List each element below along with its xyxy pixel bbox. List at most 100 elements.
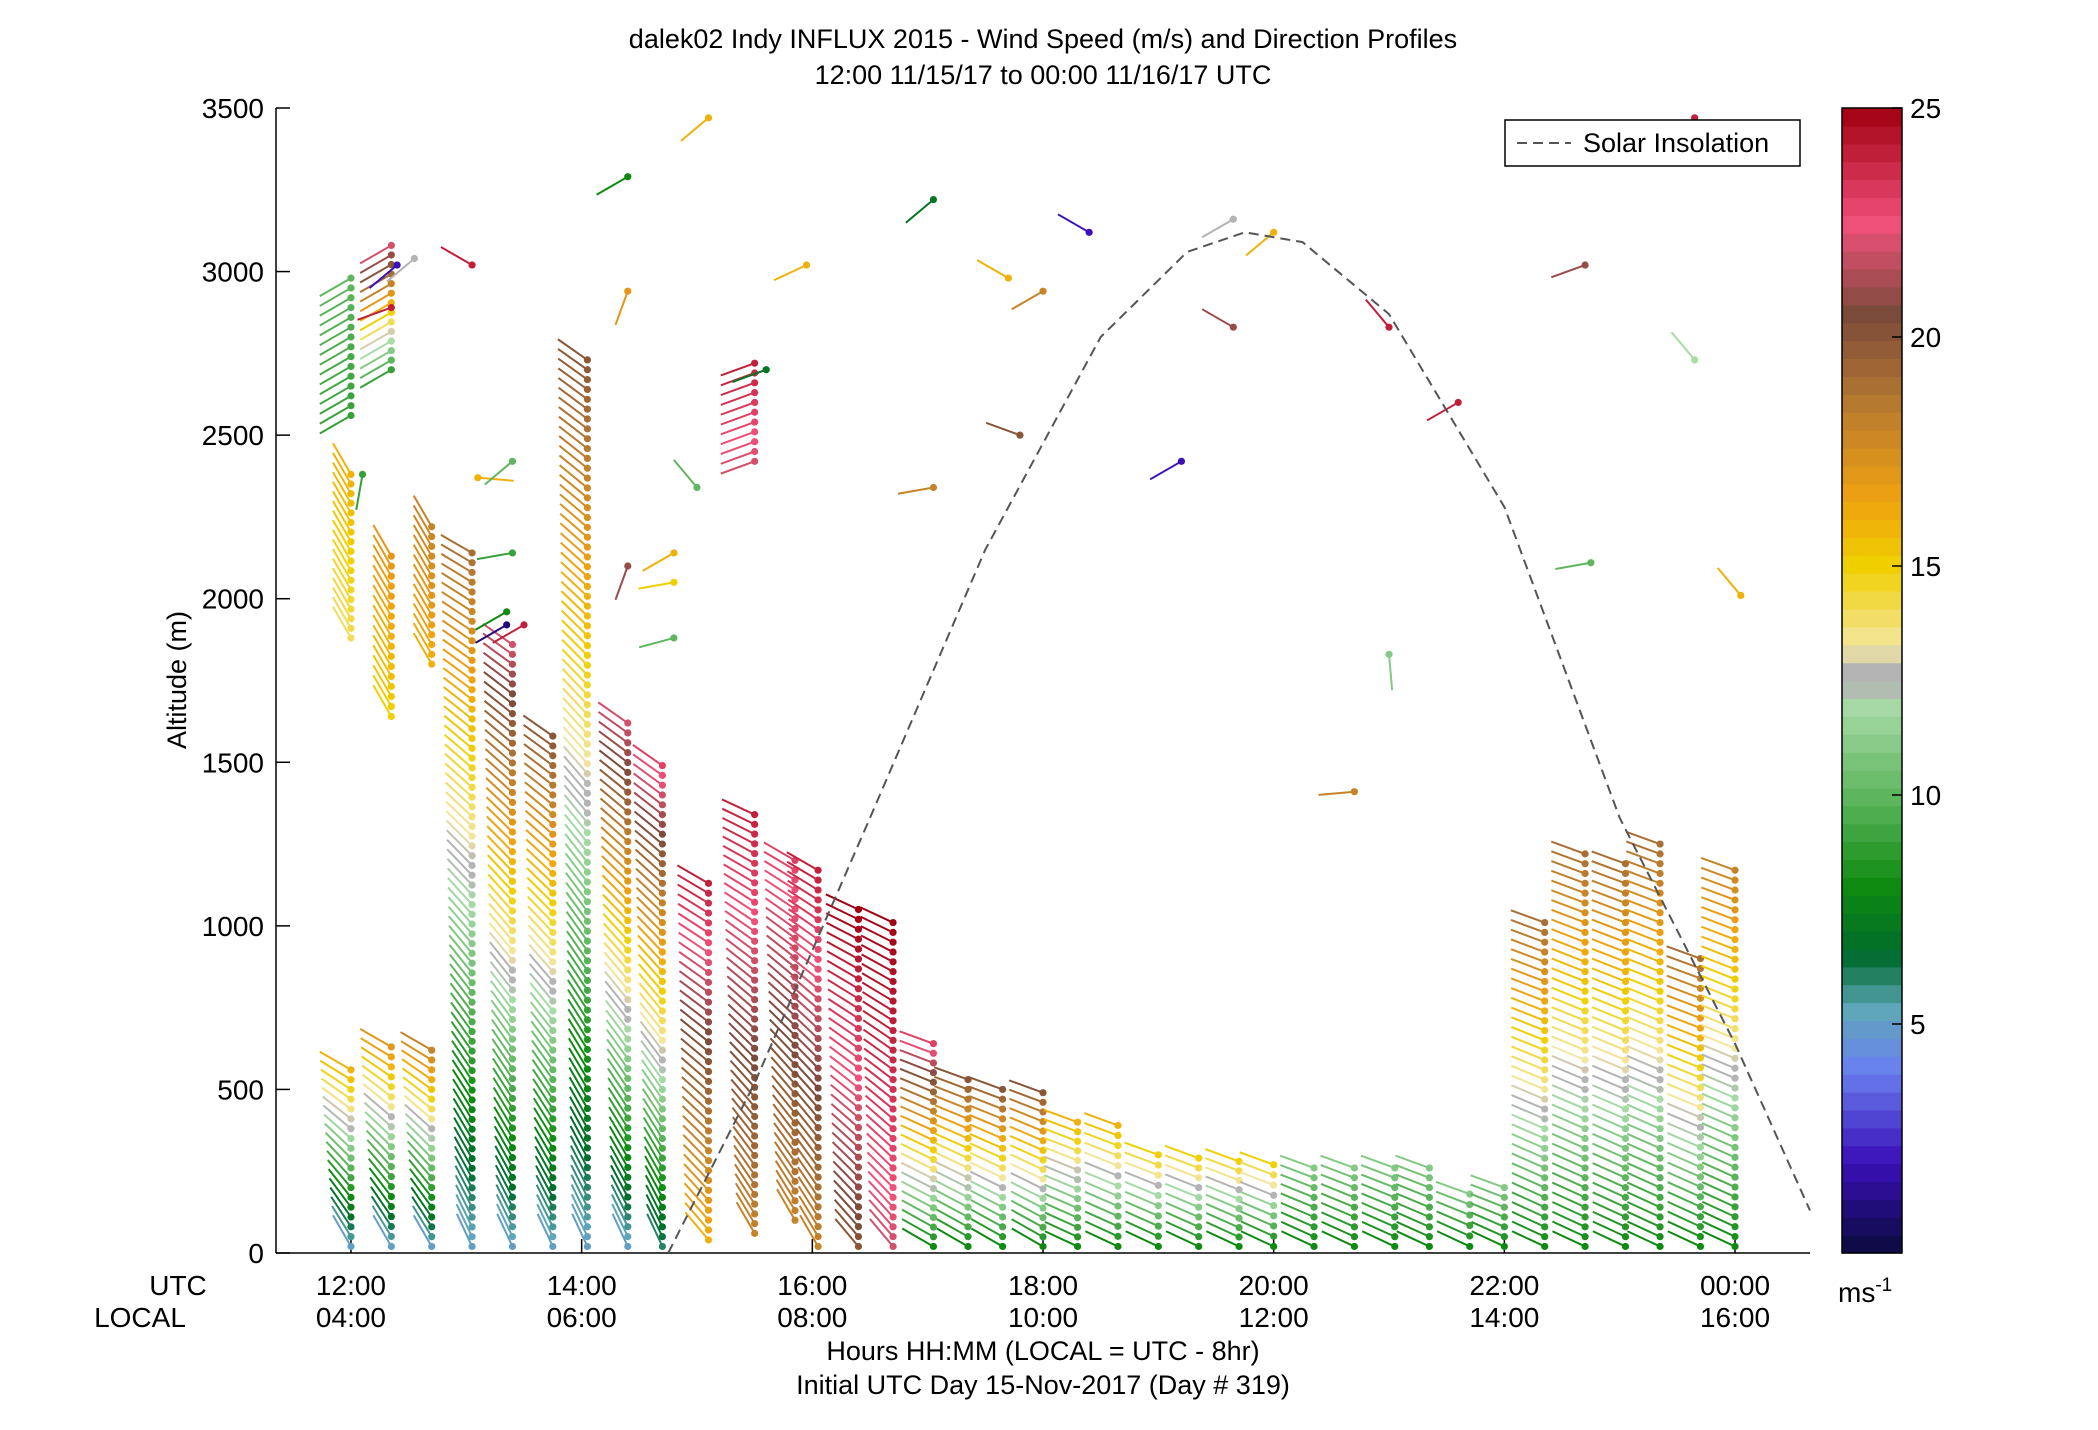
- wind-barb-dot: [814, 1183, 822, 1191]
- wind-barb: [829, 1045, 863, 1072]
- wind-barb-shaft: [933, 1075, 969, 1091]
- wind-barb-dot: [1541, 1213, 1549, 1221]
- wind-barb-shaft: [722, 854, 756, 874]
- wind-barb-dot: [624, 719, 632, 727]
- wind-barb-dot: [583, 592, 592, 600]
- wind-barb-dot: [583, 1124, 592, 1132]
- wind-barb-shaft: [680, 1066, 710, 1093]
- wind-barb-shaft: [558, 415, 589, 440]
- wind-barb-dot: [1541, 1105, 1549, 1113]
- wind-barb-shaft: [724, 919, 756, 943]
- wind-barb: [526, 886, 557, 917]
- wind-barb-shaft: [1592, 1191, 1626, 1209]
- wind-barb-shaft: [681, 1076, 710, 1102]
- wind-barb-shaft: [826, 959, 859, 980]
- wind-barb-shaft: [606, 1048, 629, 1080]
- wind-barb: [1626, 1103, 1664, 1123]
- wind-barb: [598, 720, 632, 747]
- wind-barb-dot: [428, 611, 436, 619]
- wind-barb-shaft: [677, 922, 710, 944]
- wind-barb: [446, 858, 476, 889]
- wind-barb: [729, 1059, 759, 1091]
- wind-barb-shaft: [523, 743, 554, 767]
- wind-barb-shaft: [529, 991, 554, 1022]
- wind-barb: [1471, 1220, 1508, 1241]
- wind-barb-dot: [999, 1105, 1007, 1113]
- wind-barb: [1010, 1199, 1047, 1222]
- wind-barb-dot: [583, 1173, 592, 1182]
- wind-barb: [635, 877, 666, 907]
- wind-barb-dot: [468, 842, 476, 850]
- wind-barb-dot: [1621, 1105, 1630, 1113]
- wind-barb: [327, 1168, 355, 1201]
- wind-barb-shaft: [1666, 1023, 1701, 1039]
- wind-barb-dot: [1391, 1233, 1399, 1241]
- wind-barb-shaft: [633, 791, 663, 816]
- wind-barb-dot: [583, 681, 592, 689]
- wind-barb-dot: [387, 1242, 395, 1251]
- wind-barb-shaft: [1666, 1053, 1701, 1069]
- wind-barb-shaft: [562, 716, 589, 745]
- wind-barb-dot: [791, 905, 799, 913]
- wind-barb-shaft: [490, 980, 514, 1011]
- wind-barb: [560, 561, 592, 591]
- wind-barb: [1591, 1006, 1630, 1025]
- wind-barb-dot: [814, 1203, 822, 1211]
- wind-barb-dot: [583, 464, 592, 472]
- wind-barb-shaft: [488, 931, 514, 961]
- wind-barb: [1044, 1211, 1082, 1231]
- wind-barb-shaft: [1626, 889, 1661, 904]
- wind-barb-shaft: [767, 972, 796, 998]
- wind-barb-shaft: [386, 257, 416, 283]
- wind-barb: [789, 965, 822, 993]
- wind-barb-shaft: [1510, 1006, 1546, 1022]
- wind-barb-dot: [854, 1153, 863, 1161]
- wind-barb-dot: [1621, 938, 1630, 946]
- wind-barb-shaft: [635, 886, 664, 914]
- wind-barb-shaft: [447, 905, 473, 935]
- wind-barb-dot: [1541, 1026, 1549, 1035]
- wind-barb: [825, 912, 863, 933]
- wind-barb-shaft: [1666, 1092, 1701, 1109]
- wind-barb-dot: [1114, 1232, 1122, 1240]
- wind-barb-dot: [583, 868, 592, 876]
- wind-barb: [1084, 1220, 1122, 1240]
- wind-barb-shaft: [1591, 850, 1626, 865]
- wind-barb: [444, 772, 476, 801]
- wind-barb: [1701, 1043, 1739, 1062]
- wind-barb-shaft: [829, 1074, 860, 1099]
- wind-barb: [562, 736, 592, 768]
- wind-barb-shaft: [1044, 1211, 1079, 1229]
- wind-barb: [860, 925, 897, 946]
- wind-barb-shaft: [536, 1203, 554, 1238]
- wind-barb-shaft: [641, 1068, 664, 1100]
- wind-barb-dot: [387, 289, 395, 297]
- wind-barb-shaft: [571, 1203, 589, 1238]
- wind-barb-shaft: [530, 1030, 554, 1061]
- wind-barb-shaft: [1551, 908, 1586, 924]
- wind-barb: [786, 860, 822, 884]
- wind-barb: [1365, 298, 1393, 331]
- wind-barb-dot: [704, 958, 713, 967]
- wind-barb: [643, 1126, 666, 1162]
- wind-barb-dot: [1581, 977, 1589, 986]
- wind-barb: [642, 1097, 666, 1133]
- wind-barb-shaft: [1435, 1180, 1471, 1196]
- wind-barb-dot: [1656, 1174, 1664, 1182]
- wind-barb-shaft: [866, 1132, 894, 1159]
- wind-barb: [828, 1036, 863, 1062]
- wind-barb-dot: [704, 1166, 713, 1175]
- wind-barb-shaft: [678, 941, 710, 964]
- wind-barb-dot: [508, 549, 517, 557]
- colorbar-band: [1842, 877, 1902, 896]
- wind-barb-shaft: [1321, 1220, 1355, 1238]
- wind-barb-shaft: [1701, 1092, 1736, 1109]
- wind-barb: [332, 471, 355, 507]
- wind-barb-shaft: [1667, 1191, 1701, 1208]
- wind-barb-shaft: [598, 759, 629, 784]
- wind-barb-shaft: [1701, 1191, 1736, 1208]
- wind-barb-dot: [549, 1056, 557, 1064]
- wind-barb-shaft: [332, 529, 352, 562]
- wind-barb: [440, 553, 476, 577]
- wind-barb: [1591, 957, 1630, 976]
